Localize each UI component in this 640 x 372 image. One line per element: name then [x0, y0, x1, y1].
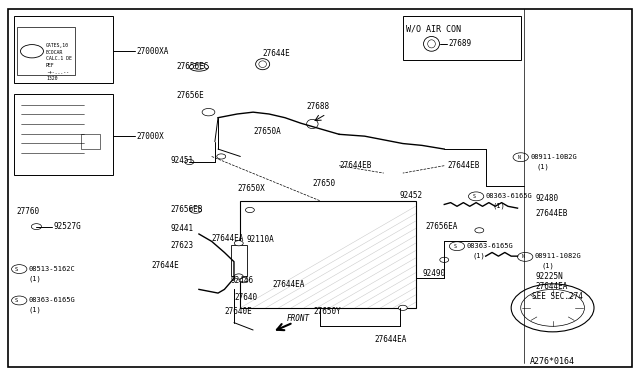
Text: 92225N: 92225N	[536, 272, 563, 281]
Text: S: S	[473, 194, 476, 199]
Text: 27644EA: 27644EA	[212, 234, 244, 243]
Circle shape	[475, 228, 484, 233]
Text: CALC.1 DE: CALC.1 DE	[46, 57, 72, 61]
Circle shape	[513, 153, 529, 161]
Text: 27650A: 27650A	[253, 127, 281, 136]
Text: 27644EB: 27644EB	[447, 161, 480, 170]
Circle shape	[468, 192, 484, 201]
Text: 27656EC: 27656EC	[177, 61, 209, 71]
Text: 08911-10B2G: 08911-10B2G	[531, 154, 577, 160]
Text: 27688: 27688	[306, 102, 329, 111]
Bar	[14, 16, 113, 83]
Text: 08363-6165G: 08363-6165G	[29, 298, 76, 304]
Text: 27656EB: 27656EB	[170, 205, 203, 214]
Ellipse shape	[189, 63, 209, 71]
Circle shape	[185, 160, 194, 164]
Text: 92441: 92441	[170, 224, 193, 233]
Text: 27656EA: 27656EA	[425, 222, 458, 231]
Text: 08513-5162C: 08513-5162C	[29, 266, 76, 272]
Text: 27644EA: 27644EA	[272, 280, 305, 289]
Ellipse shape	[307, 119, 318, 129]
Bar	[403, 16, 521, 61]
Text: 27623: 27623	[170, 241, 193, 250]
Ellipse shape	[193, 65, 205, 69]
Text: (1): (1)	[541, 262, 554, 269]
Text: -+-...--: -+-...--	[46, 70, 69, 75]
Text: 27000XA: 27000XA	[136, 47, 169, 56]
Bar	[241, 201, 415, 308]
Circle shape	[234, 241, 243, 246]
Circle shape	[20, 45, 44, 58]
Text: 27640: 27640	[234, 293, 257, 302]
Text: 92490: 92490	[422, 269, 445, 278]
Circle shape	[190, 207, 202, 213]
Text: 27644E: 27644E	[262, 49, 291, 58]
Text: 08363-6165G: 08363-6165G	[486, 193, 532, 199]
Circle shape	[521, 289, 584, 326]
Ellipse shape	[428, 40, 435, 48]
Text: S: S	[15, 267, 18, 272]
Text: (1): (1)	[29, 307, 42, 313]
Text: (1): (1)	[537, 163, 549, 170]
Text: A276*0164: A276*0164	[531, 357, 575, 366]
Bar	[81, 134, 100, 149]
Circle shape	[518, 253, 533, 261]
Text: 92527G: 92527G	[54, 222, 81, 231]
Text: 27644E: 27644E	[151, 261, 179, 270]
Text: N: N	[517, 155, 520, 160]
Text: 92451: 92451	[170, 155, 193, 165]
Text: 08911-1082G: 08911-1082G	[535, 253, 582, 259]
Text: 27644EA: 27644EA	[374, 335, 406, 344]
Bar	[231, 245, 246, 276]
Ellipse shape	[255, 59, 269, 70]
Text: 92452: 92452	[399, 191, 423, 200]
Circle shape	[12, 264, 27, 273]
Text: ECOCAR: ECOCAR	[46, 50, 63, 55]
Ellipse shape	[259, 61, 266, 67]
Circle shape	[511, 284, 594, 332]
Text: 27644EB: 27644EB	[339, 161, 371, 170]
Text: (1): (1)	[29, 275, 42, 282]
Text: 27689: 27689	[449, 39, 472, 48]
Circle shape	[239, 278, 248, 283]
Text: 92446: 92446	[231, 276, 254, 285]
Circle shape	[31, 224, 42, 230]
Text: (1): (1)	[492, 202, 505, 209]
Text: 27650: 27650	[312, 179, 335, 187]
Text: 27656E: 27656E	[177, 91, 204, 100]
Bar	[17, 27, 75, 75]
Text: 27650Y: 27650Y	[314, 307, 341, 316]
Text: 27640E: 27640E	[225, 307, 252, 316]
Text: 92110A: 92110A	[246, 235, 275, 244]
Text: 27644EA: 27644EA	[536, 282, 568, 291]
Bar	[14, 94, 113, 175]
Ellipse shape	[424, 36, 440, 51]
Text: S: S	[15, 298, 18, 303]
Text: 27000X: 27000X	[136, 132, 164, 141]
Text: SEE SEC.274: SEE SEC.274	[532, 292, 583, 301]
Text: N: N	[522, 254, 525, 259]
Text: 27650X: 27650X	[237, 185, 265, 193]
Circle shape	[233, 257, 242, 262]
Text: W/O AIR CON: W/O AIR CON	[406, 25, 461, 33]
Text: REF: REF	[46, 63, 54, 68]
Text: 08363-6165G: 08363-6165G	[467, 243, 513, 249]
Circle shape	[246, 208, 254, 212]
Text: GATES,10: GATES,10	[46, 43, 69, 48]
Text: 27644EB: 27644EB	[536, 209, 568, 218]
Circle shape	[398, 305, 407, 310]
Text: 1320: 1320	[46, 76, 58, 81]
Circle shape	[440, 257, 449, 262]
Text: (1): (1)	[473, 252, 486, 259]
Text: FRONT: FRONT	[287, 314, 310, 323]
Text: S: S	[454, 244, 456, 249]
Circle shape	[234, 274, 243, 279]
Circle shape	[202, 109, 215, 116]
Circle shape	[217, 154, 226, 159]
Circle shape	[12, 296, 27, 305]
Circle shape	[449, 242, 465, 251]
Text: 27760: 27760	[16, 207, 39, 217]
Text: 92480: 92480	[536, 195, 559, 203]
